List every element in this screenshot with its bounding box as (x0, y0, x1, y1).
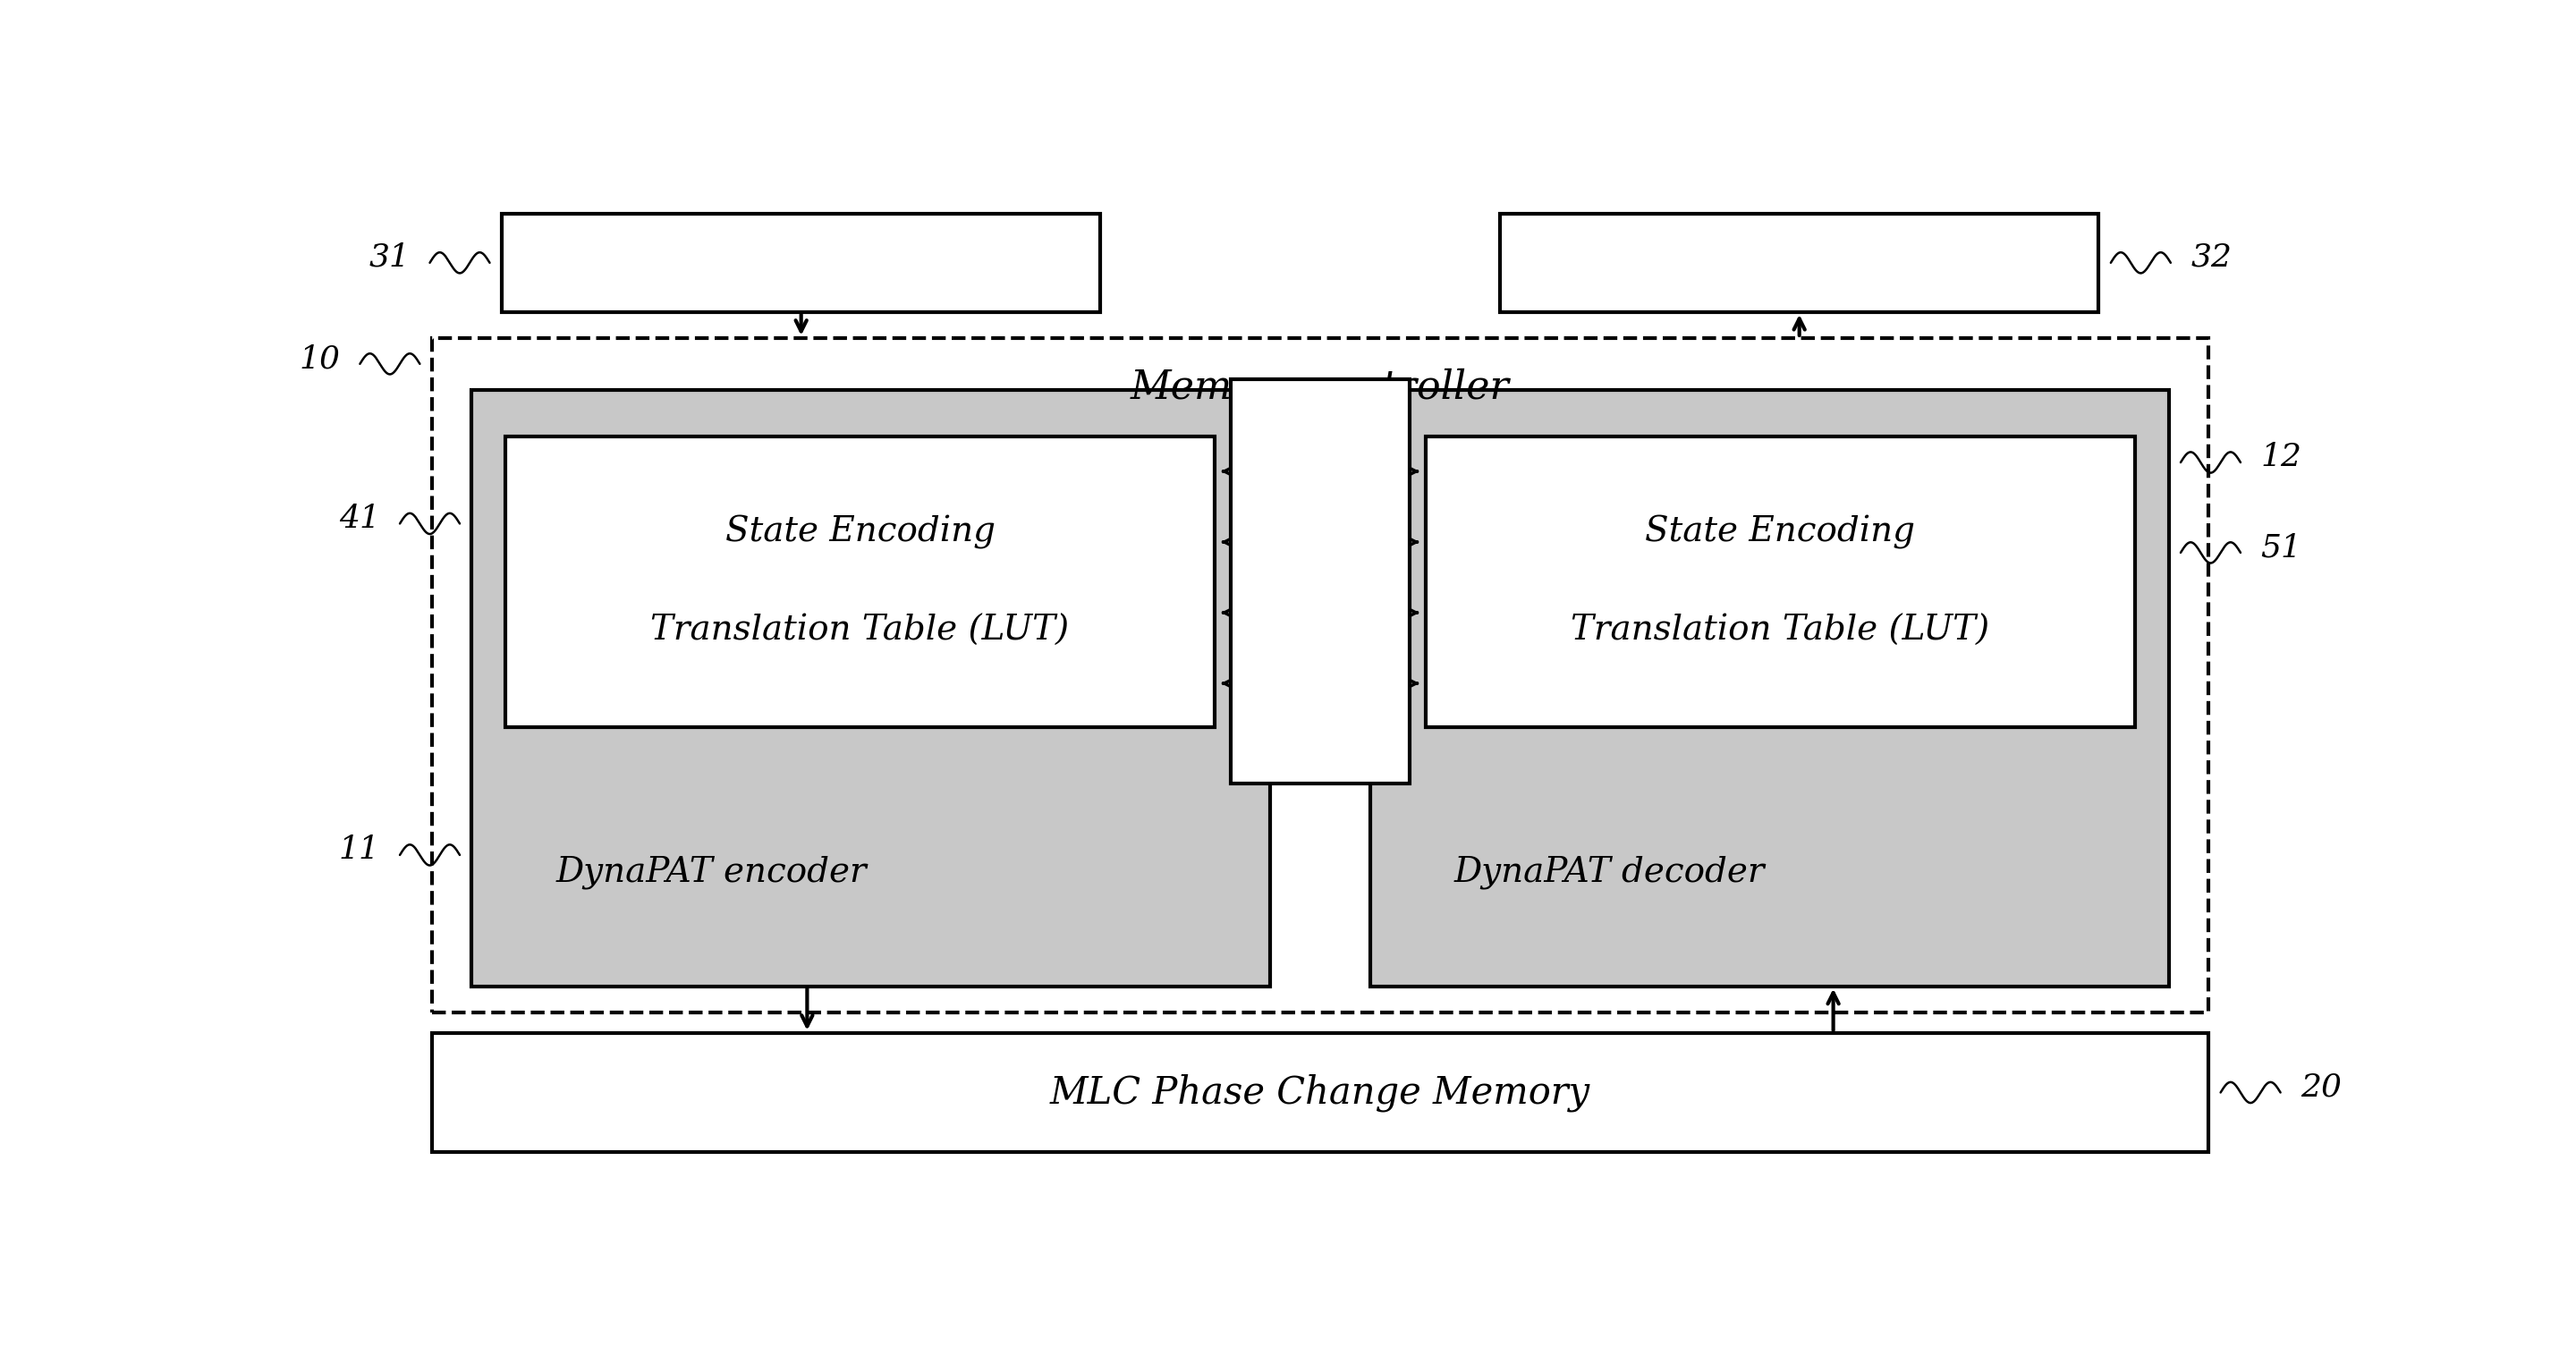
Text: DynaPAT encoder: DynaPAT encoder (556, 855, 866, 889)
Text: Translation Table (LUT): Translation Table (LUT) (652, 614, 1069, 648)
Text: Translation Table (LUT): Translation Table (LUT) (1571, 614, 1989, 648)
Text: 11: 11 (340, 835, 379, 865)
Text: 51: 51 (2262, 532, 2300, 563)
Bar (1370, 389, 2169, 986)
Text: MLC Phase Change Memory: MLC Phase Change Memory (1051, 1074, 1589, 1111)
Text: 41: 41 (340, 504, 379, 533)
Text: 12: 12 (2262, 442, 2300, 473)
Bar (433, 1033, 2208, 1152)
Bar (1499, 214, 2099, 313)
Text: 32: 32 (2190, 242, 2231, 273)
Bar (1427, 436, 2136, 727)
Text: DNN Inference: DNN Inference (1656, 244, 1942, 282)
Text: DNN Deployment: DNN Deployment (634, 244, 969, 282)
Bar (471, 389, 1270, 986)
Bar (505, 436, 1213, 727)
Text: State Encoding: State Encoding (1646, 516, 1917, 550)
Text: DynaPAT decoder: DynaPAT decoder (1455, 855, 1765, 889)
Text: State Encoding: State Encoding (724, 516, 994, 550)
Bar (433, 338, 2208, 1012)
Bar (502, 214, 1100, 313)
Text: Memory controller: Memory controller (1131, 368, 1510, 407)
Bar (1231, 380, 1409, 784)
Text: Auxilary Bits: Auxilary Bits (1306, 485, 1334, 679)
Text: 20: 20 (2300, 1072, 2342, 1103)
Text: 31: 31 (368, 242, 410, 273)
Text: 10: 10 (299, 343, 340, 374)
